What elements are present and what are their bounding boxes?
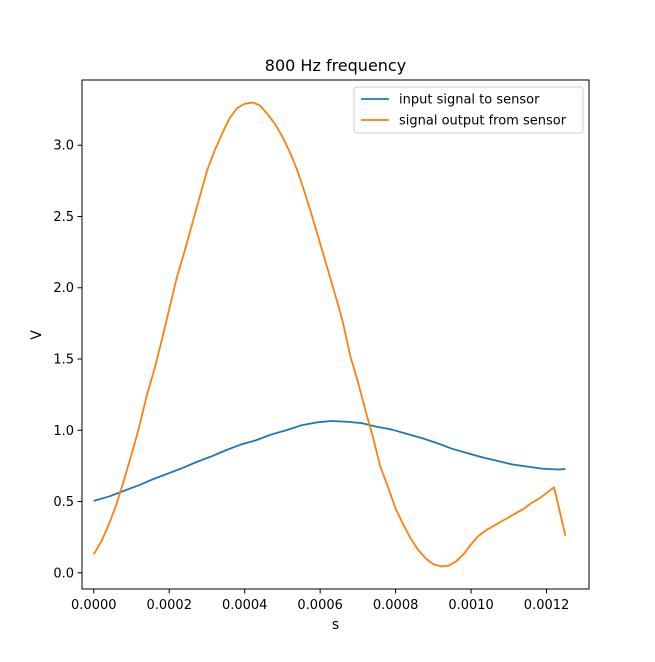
x-tick-label: 0.0012 [524,598,570,613]
y-tick-label: 3.0 [53,139,74,154]
legend-label-2: signal output from sensor [399,114,567,129]
x-tick-label: 0.0010 [448,598,494,613]
x-axis: 0.0000 0.0002 0.0004 0.0006 0.0008 0.0010 0.00… [71,589,569,613]
y-axis: 0.0 0.5 1.0 1.5 2.0 2.5 3.0 [53,139,82,581]
y-tick-label: 1.0 [53,424,74,439]
x-tick-label: 0.0002 [146,598,192,613]
chart-title: 800 Hz frequency [265,56,406,75]
y-tick-label: 0.5 [53,495,74,510]
y-axis-label: V [29,330,45,340]
x-tick-label: 0.0006 [297,598,343,613]
y-tick-label: 2.5 [53,210,74,225]
plot-frame [81,79,590,590]
x-tick-label: 0.0004 [222,598,268,613]
legend-box [353,86,584,134]
y-tick-label: 0.0 [53,566,74,581]
y-tick-label: 2.0 [53,281,74,296]
legend: input signal to sensor signal output from… [353,86,584,134]
legend-label-1: input signal to sensor [399,93,540,108]
x-axis-label: s [332,617,339,633]
series-line-1 [93,420,566,502]
x-tick-label: 0.0000 [71,598,117,613]
x-tick-label: 0.0008 [373,598,419,613]
y-tick-label: 1.5 [53,353,74,368]
series-line-2 [92,101,567,568]
plot-area [81,79,590,590]
